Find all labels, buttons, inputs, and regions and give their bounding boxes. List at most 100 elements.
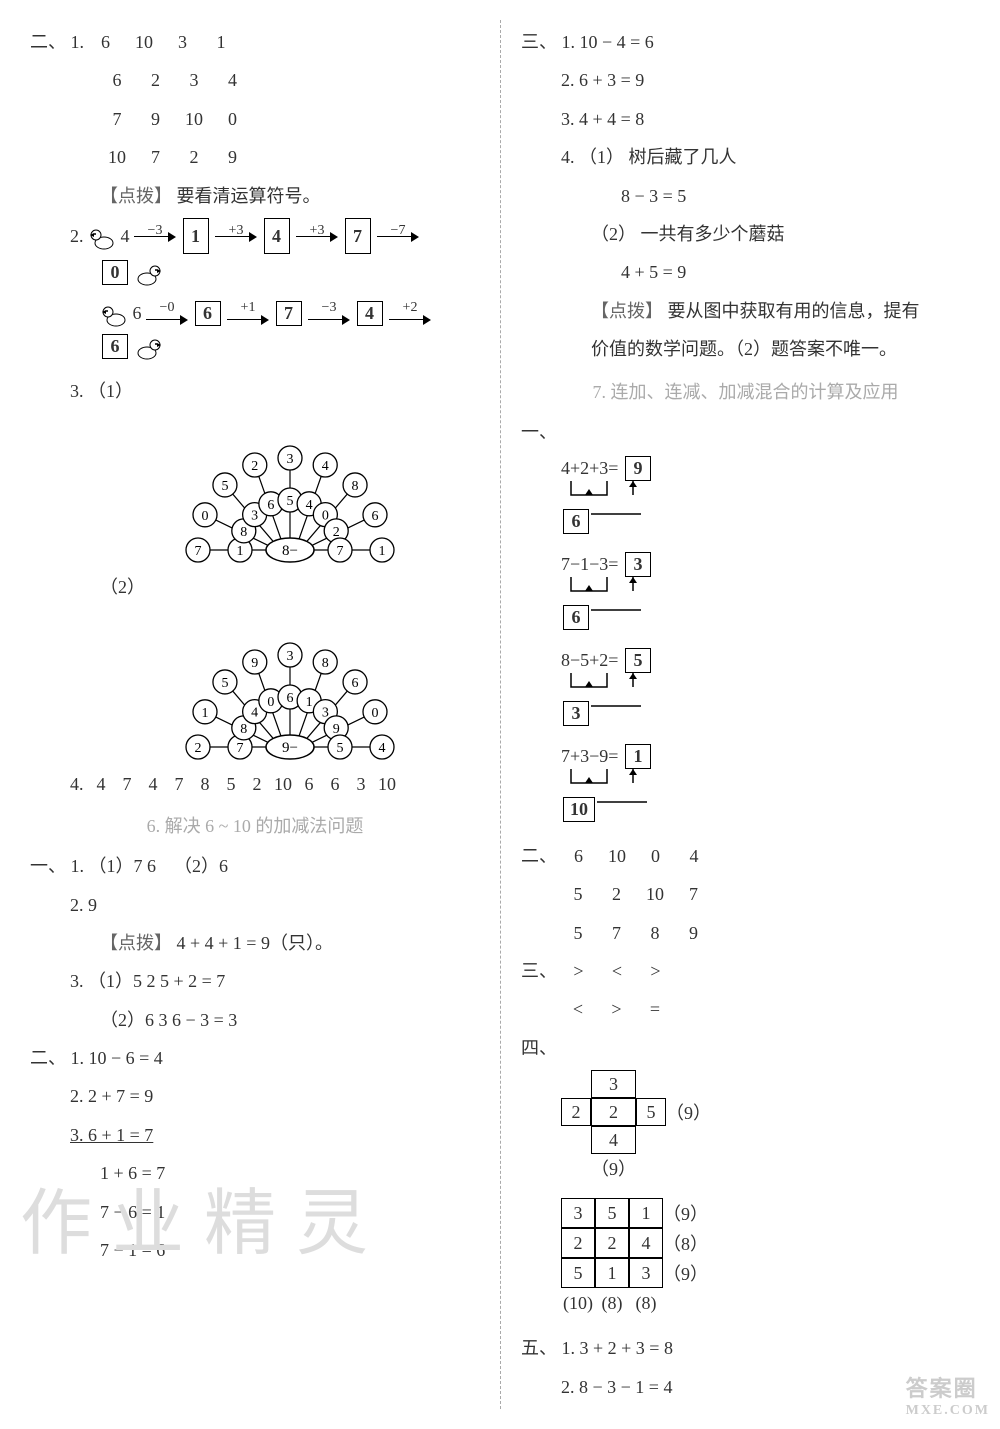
svg-text:6: 6 (267, 498, 274, 513)
q4: 4. 47478521066310 (30, 768, 480, 800)
chain1-result-row: 0 (100, 260, 480, 287)
q1b-b: （2）6 (174, 856, 228, 876)
arrow-icon: −0 (146, 305, 188, 326)
sec1c-label: 一、 (521, 422, 557, 442)
sec2b-2: 2. 2 + 7 = 9 (30, 1080, 480, 1112)
sec3-4b-eq: 4 + 5 = 9 (521, 256, 970, 288)
svg-text:0: 0 (267, 695, 274, 710)
sec3-1: 三、 1. 10 − 4 = 6 (521, 26, 970, 58)
sec5c-i0: 1. 3 + 2 + 3 = 8 (562, 1338, 673, 1358)
sec2b-1: 二、 1. 10 − 6 = 4 (30, 1042, 480, 1074)
q3b-label: 3. (70, 971, 84, 991)
duck-icon (100, 302, 128, 328)
grid-cell: 5 (595, 1198, 629, 1228)
q3-p2-label: （2） (30, 571, 480, 603)
step-chain: 7+3−9= 110 (561, 744, 970, 822)
svg-text:8: 8 (352, 479, 359, 494)
svg-text:3: 3 (251, 509, 258, 524)
q4-val: 4 (140, 768, 166, 800)
sec3-hint2: 价值的数学问题。（2）题答案不唯一。 (521, 333, 970, 365)
q3b-a: （1）5 2 5 + 2 = 7 (88, 971, 225, 991)
arrow-icon: +3 (215, 222, 257, 254)
q1-row3: 10 7 2 9 (30, 141, 480, 173)
svg-text:1: 1 (202, 706, 209, 721)
peacock-diagram: 9−728145096318369054 (150, 612, 430, 762)
sec2c-r0: 二、 6 10 0 4 (521, 840, 970, 872)
sec1b-q3a: 3. （1）5 2 5 + 2 = 7 (30, 965, 480, 997)
q4-val: 4 (88, 768, 114, 800)
svg-text:3: 3 (322, 705, 329, 720)
page: 二、 1. 6 10 3 1 6 2 3 4 7 9 10 0 10 7 2 9 (30, 20, 970, 1409)
sec1b-q2-hint: 【点拨】 4 + 4 + 1 = 9（只）。 (30, 927, 480, 959)
step-chain: 4+2+3= 96 (561, 456, 970, 534)
heading-6: 6. 解决 6 ~ 10 的加减法问题 (30, 812, 480, 838)
sec2b-4: 1 + 6 = 7 (30, 1157, 480, 1189)
arrow-icon: +2 (389, 305, 431, 326)
sec3-4a: 4. （1） 树后藏了几人 (521, 141, 970, 173)
sec3c-label: 三、 (521, 961, 557, 981)
sec3-3: 3. 4 + 4 = 8 (521, 103, 970, 135)
grid-puzzle: 351（9）224（8）513（9）(10)(8)(8) (561, 1198, 970, 1318)
peacock-diagram: 8−178035625344082671 (150, 415, 430, 565)
duck-icon (88, 225, 116, 251)
svg-text:0: 0 (371, 706, 378, 721)
q1-row2: 7 9 10 0 (30, 103, 480, 135)
svg-text:7: 7 (337, 544, 344, 559)
sec2-label: 二、 (30, 32, 66, 52)
hint-text: 要看清运算符号。 (177, 186, 321, 206)
grid-cell: 2 (561, 1228, 595, 1258)
chain2: 6 −0 6 +1 7 −3 4 +2 (100, 301, 480, 328)
grid-cell: 3 (561, 1198, 595, 1228)
sec2b-label: 二、 (30, 1048, 66, 1068)
grid-row-sum: （9） (663, 1198, 708, 1228)
grid-cell: 2 (595, 1228, 629, 1258)
grid-cell: 5 (561, 1258, 595, 1288)
peacock-2: 9−728145096318369054 (100, 612, 480, 762)
svg-text:4: 4 (322, 459, 329, 474)
chain2-v1: 7 (276, 301, 302, 326)
sec3c-row1: < > = (521, 993, 970, 1025)
svg-text:5: 5 (221, 676, 228, 691)
step-chain: 8−5+2= 53 (561, 648, 970, 726)
q1-row1: 6 2 3 4 (30, 64, 480, 96)
grid-cell: 4 (629, 1228, 663, 1258)
chain1-v1: 4 (264, 218, 290, 254)
q1b-a: （1）7 6 (89, 856, 157, 876)
cross-bottom: 4 (591, 1126, 636, 1154)
cross-left: 2 (561, 1098, 591, 1126)
svg-text:9: 9 (251, 656, 258, 671)
arrow-icon: −3 (134, 222, 176, 254)
sec1b-label: 一、 (30, 856, 66, 876)
hint-label: 【点拨】 (100, 186, 172, 206)
svg-text:0: 0 (202, 509, 209, 524)
svg-text:5: 5 (221, 479, 228, 494)
svg-text:3: 3 (287, 452, 294, 467)
cross-puzzle: 3 2 2 5 （9） 4 （9） (561, 1070, 970, 1182)
sec3-i0: 1. 10 − 4 = 6 (562, 32, 654, 52)
peacock-1: 8−178035625344082671 (100, 415, 480, 565)
svg-text:1: 1 (306, 695, 313, 710)
chain1-v2: 7 (345, 218, 371, 254)
grid-col-sum: (8) (629, 1288, 663, 1318)
svg-text:3: 3 (287, 649, 294, 664)
q3-label: 3. （1） (30, 375, 480, 407)
svg-text:6: 6 (371, 509, 378, 524)
svg-text:1: 1 (237, 544, 244, 559)
grid-cell: 1 (595, 1258, 629, 1288)
sec2b-5: 7 − 6 = 1 (30, 1196, 480, 1228)
right-column: 三、 1. 10 − 4 = 6 2. 6 + 3 = 9 3. 4 + 4 =… (500, 20, 970, 1409)
q4a-q: 树后藏了几人 (629, 147, 737, 167)
svg-text:9−: 9− (282, 740, 298, 756)
sec1b-q3b: （2）6 3 6 − 3 = 3 (30, 1004, 480, 1036)
arrow-icon: +1 (227, 305, 269, 326)
sec2c-row1: 5 2 10 7 (521, 878, 970, 910)
q4-val: 6 (322, 768, 348, 800)
sec3-4a-eq: 8 − 3 = 5 (521, 180, 970, 212)
svg-text:4: 4 (379, 741, 386, 756)
corner-watermark: 答案圈 MXE.COM (906, 1371, 990, 1419)
grid-row-sum: （9） (663, 1258, 708, 1288)
hint-label: 【点拨】 (100, 933, 172, 953)
sec2b-3: 3. 6 + 1 = 7 (30, 1119, 480, 1151)
arrow-icon: −3 (308, 305, 350, 326)
sec2-q1: 二、 1. 6 10 3 1 (30, 26, 480, 58)
